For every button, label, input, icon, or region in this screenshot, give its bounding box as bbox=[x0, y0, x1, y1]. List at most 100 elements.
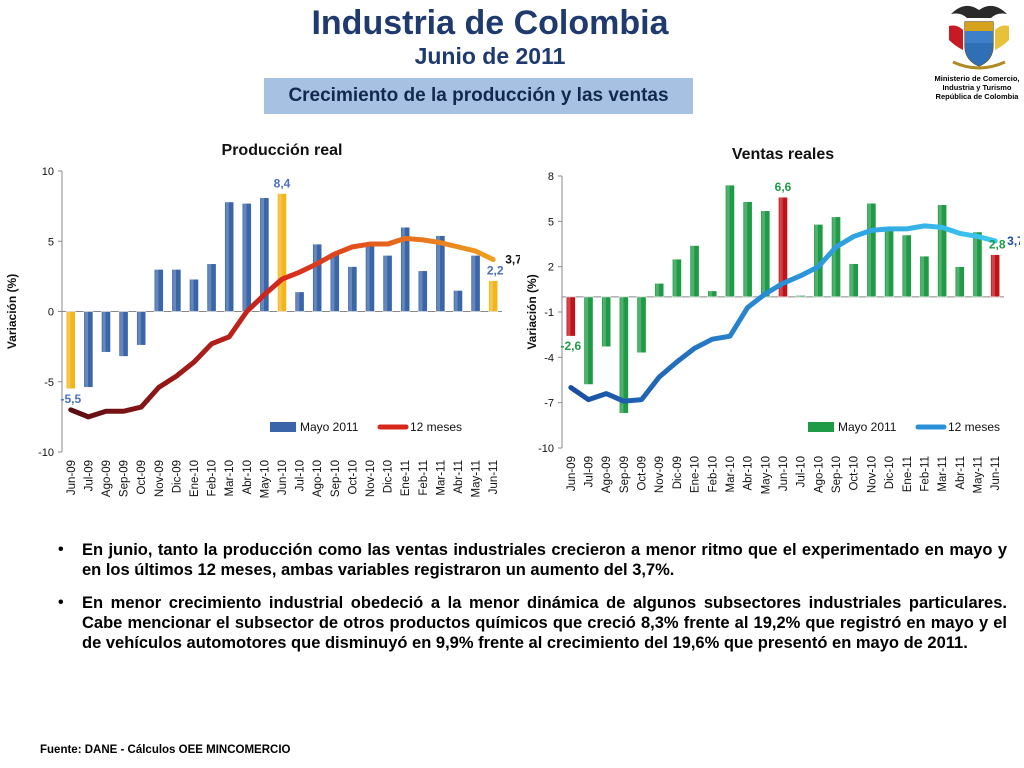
bar-shine bbox=[867, 203, 872, 297]
bar bbox=[583, 296, 594, 385]
bar bbox=[136, 311, 147, 346]
y-tick-label: 2 bbox=[548, 262, 554, 274]
bar bbox=[400, 226, 411, 312]
bullet-item: En menor crecimiento industrial obedeció… bbox=[54, 593, 1007, 653]
bar bbox=[435, 235, 446, 312]
data-label: 6,6 bbox=[775, 180, 792, 194]
y-axis-label: Variación (%) bbox=[525, 274, 539, 349]
ventas-chart-svg: Ventas reales Variación (%) -10 -7 -4 -1 2 5 8 Ju… bbox=[525, 146, 1024, 494]
bar-shine bbox=[885, 228, 889, 297]
bar bbox=[65, 311, 76, 390]
bar-shine bbox=[243, 203, 247, 312]
y-tick-label: -10 bbox=[38, 447, 54, 459]
y-tick-label: -5 bbox=[44, 377, 54, 389]
bar bbox=[742, 201, 753, 298]
x-tick-label: Oct-10 bbox=[849, 456, 861, 491]
bar bbox=[277, 193, 287, 312]
ministry-caption: Ministerio de Comercio, Industria y Turi… bbox=[920, 74, 1024, 101]
x-tick-label: Ene-10 bbox=[189, 460, 201, 497]
x-tick-label: Sep-10 bbox=[831, 456, 843, 493]
x-tick-label: May-10 bbox=[760, 456, 772, 494]
section-heading: Crecimiento de la producción y las venta… bbox=[264, 78, 693, 114]
coat-of-arms-logo bbox=[949, 5, 1009, 70]
bar-shine bbox=[620, 296, 624, 414]
x-tick-label: Mar-11 bbox=[937, 456, 949, 492]
x-tick-label: Jul-10 bbox=[796, 456, 808, 487]
bar bbox=[972, 231, 983, 298]
bar-shine bbox=[761, 210, 765, 297]
bar-shine bbox=[973, 231, 978, 297]
bar-shine bbox=[208, 263, 212, 312]
produccion-chart-svg: Producción real Variación (%) -10 -5 0 5 10 Jun… bbox=[5, 142, 522, 498]
data-label: -2,6 bbox=[560, 339, 581, 353]
bar-shine bbox=[84, 311, 89, 388]
y-tick-label: -7 bbox=[544, 398, 554, 410]
x-tick-label: Nov-09 bbox=[154, 460, 166, 497]
x-tick-label: Dic-10 bbox=[383, 460, 395, 493]
bar bbox=[601, 296, 612, 348]
x-tick-label: Nov-10 bbox=[365, 460, 377, 497]
y-tick-label: -4 bbox=[544, 352, 554, 364]
bar-shine bbox=[956, 266, 960, 297]
bar-shine bbox=[584, 296, 589, 385]
bar-shine bbox=[190, 279, 194, 312]
x-tick-label: Mar-10 bbox=[725, 456, 737, 492]
bar-shine bbox=[348, 266, 353, 312]
x-tick-label: Jul-09 bbox=[83, 460, 95, 491]
legend-swatch-bar bbox=[270, 422, 296, 432]
chart-title: Ventas reales bbox=[732, 146, 834, 163]
x-tick-label: Ene-10 bbox=[690, 456, 702, 493]
x-tick-label: Sep-10 bbox=[330, 460, 342, 497]
x-tick-label: Nov-10 bbox=[866, 456, 878, 493]
y-tick-label: 5 bbox=[548, 216, 554, 228]
x-tick-label: Jul-09 bbox=[584, 456, 596, 487]
bar-shine bbox=[920, 256, 925, 297]
data-label: 8,4 bbox=[274, 176, 291, 190]
x-tick-label: Feb-11 bbox=[418, 460, 430, 496]
data-label: -5,5 bbox=[60, 392, 81, 406]
bar-shine bbox=[903, 234, 907, 297]
bar-shine bbox=[419, 270, 423, 312]
legend-swatch-bar bbox=[808, 422, 834, 432]
x-tick-label: Jun-09 bbox=[66, 460, 78, 495]
bar bbox=[919, 255, 930, 298]
y-tick-label: -10 bbox=[538, 443, 554, 455]
bar-shine bbox=[637, 296, 642, 353]
bar bbox=[118, 311, 129, 357]
line-12-meses bbox=[68, 235, 496, 420]
bar bbox=[488, 280, 499, 312]
bar-shine bbox=[366, 245, 370, 312]
bar-shine bbox=[401, 227, 405, 312]
x-tick-label: May-11 bbox=[471, 460, 483, 498]
bar bbox=[937, 204, 948, 298]
bar-shine bbox=[225, 201, 229, 312]
bar-shine bbox=[278, 193, 282, 312]
page-subtitle: Junio de 2011 bbox=[414, 43, 566, 69]
bar-shine bbox=[744, 201, 748, 297]
bar-shine bbox=[708, 290, 712, 297]
bar bbox=[382, 255, 393, 312]
bar bbox=[618, 296, 629, 414]
bar bbox=[901, 234, 912, 298]
bar-shine bbox=[120, 311, 124, 357]
y-tick-label: 8 bbox=[548, 171, 554, 183]
produccion-chart: Producción real Variación (%) -10 -5 0 5 10 Jun… bbox=[0, 130, 522, 530]
bar bbox=[189, 278, 199, 312]
x-tick-label: Jun-11 bbox=[488, 460, 500, 494]
bar-shine bbox=[850, 263, 854, 297]
bar bbox=[725, 184, 735, 298]
bar-shine bbox=[313, 244, 317, 312]
bar bbox=[294, 291, 305, 312]
bullet-item: En junio, tanto la producción como las v… bbox=[54, 540, 1007, 580]
bar-shine bbox=[102, 311, 106, 353]
y-axis-label: Variación (%) bbox=[5, 274, 19, 349]
bar bbox=[954, 266, 965, 298]
x-tick-label: Oct-09 bbox=[136, 460, 148, 495]
legend-label-bars: Mayo 2011 bbox=[838, 420, 897, 434]
bar bbox=[636, 296, 647, 354]
x-tick-label: May-10 bbox=[259, 460, 271, 498]
bar bbox=[417, 270, 428, 312]
x-tick-label: Ago-09 bbox=[601, 456, 613, 493]
bar bbox=[453, 290, 463, 312]
bar bbox=[831, 216, 841, 298]
